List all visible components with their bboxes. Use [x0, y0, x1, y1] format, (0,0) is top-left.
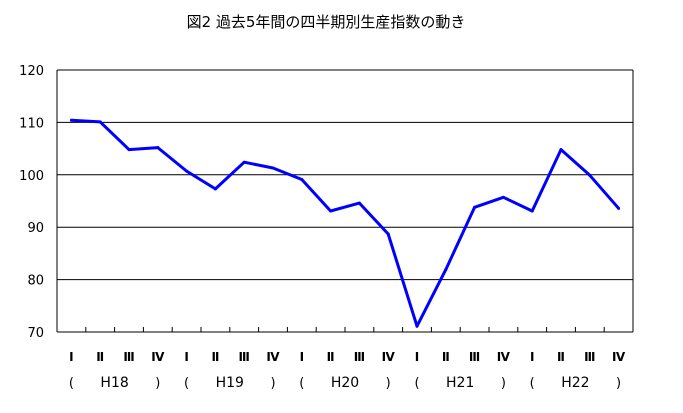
x-tick-label: Ⅱ: [442, 350, 450, 364]
data-point: [156, 146, 160, 150]
x-tick-label: Ⅱ: [327, 350, 335, 364]
y-tick-label: 90: [27, 221, 44, 236]
year-labels: ( H18) ( H19) ( H20) ( H21) ( H22): [69, 375, 621, 391]
data-point: [185, 169, 189, 173]
year-open-paren: (: [530, 376, 535, 391]
x-tick-label: Ⅱ: [96, 350, 104, 364]
x-tick-label: Ⅰ: [415, 350, 419, 364]
year-label: H20: [331, 375, 359, 391]
x-tick-label: Ⅳ: [151, 350, 165, 364]
data-point: [329, 209, 333, 213]
data-point: [98, 120, 102, 124]
data-point: [415, 324, 419, 328]
x-tick-label: Ⅲ: [123, 350, 134, 364]
data-point: [501, 195, 505, 199]
x-tick-label: Ⅰ: [69, 350, 73, 364]
data-point: [617, 206, 621, 210]
chart-title: 図2 過去5年間の四半期別生産指数の動き: [187, 13, 466, 31]
data-point: [357, 201, 361, 205]
data-point: [386, 232, 390, 236]
year-open-paren: (: [184, 376, 189, 391]
y-tick-label: 100: [19, 169, 44, 184]
year-close-paren: ): [616, 376, 621, 391]
x-axis-ticks: Ⅰ Ⅱ Ⅲ Ⅳ Ⅰ Ⅱ Ⅲ Ⅳ Ⅰ Ⅱ Ⅲ Ⅳ Ⅰ Ⅱ Ⅲ Ⅳ Ⅰ Ⅱ Ⅲ Ⅳ: [69, 350, 626, 364]
data-point: [271, 166, 275, 170]
x-tick-label: Ⅳ: [612, 350, 626, 364]
x-tick-label: Ⅱ: [211, 350, 219, 364]
series-layer: [69, 118, 621, 328]
year-close-paren: ): [155, 376, 160, 391]
year-close-paren: ): [270, 376, 275, 391]
data-point: [213, 187, 217, 191]
x-tick-label: Ⅳ: [266, 350, 280, 364]
y-tick-label: 80: [27, 274, 44, 289]
data-point: [69, 118, 73, 122]
year-close-paren: ): [386, 376, 391, 391]
x-tick-label: Ⅲ: [584, 350, 595, 364]
x-tick-label: Ⅰ: [300, 350, 304, 364]
data-point: [530, 209, 534, 213]
x-tick-label: Ⅳ: [382, 350, 396, 364]
x-tick-label: Ⅲ: [354, 350, 365, 364]
year-label: H19: [216, 375, 244, 391]
data-point: [242, 160, 246, 164]
data-point: [127, 148, 131, 152]
data-point: [473, 205, 477, 209]
year-open-paren: (: [414, 376, 419, 391]
x-tick-label: Ⅰ: [530, 350, 534, 364]
data-point: [588, 173, 592, 177]
y-tick-label: 70: [27, 326, 44, 341]
y-tick-label: 120: [19, 64, 44, 79]
data-point: [300, 178, 304, 182]
y-axis-ticks: 70 80 90 100 110 120: [19, 64, 44, 341]
data-point: [444, 268, 448, 272]
year-label: H18: [100, 375, 128, 391]
y-tick-label: 110: [19, 116, 44, 131]
year-open-paren: (: [299, 376, 304, 391]
grid-lines: [57, 69, 633, 281]
x-tick-label: Ⅲ: [239, 350, 250, 364]
series-line-0: [71, 118, 620, 328]
year-open-paren: (: [69, 376, 74, 391]
year-label: H22: [561, 375, 589, 391]
year-close-paren: ): [501, 376, 506, 391]
data-point: [559, 148, 563, 152]
year-label: H21: [446, 375, 474, 391]
x-tick-label: Ⅲ: [469, 350, 480, 364]
axes: [56, 70, 634, 333]
x-tick-label: Ⅰ: [184, 350, 188, 364]
x-tick-label: Ⅱ: [557, 350, 565, 364]
x-tick-label: Ⅳ: [497, 350, 511, 364]
